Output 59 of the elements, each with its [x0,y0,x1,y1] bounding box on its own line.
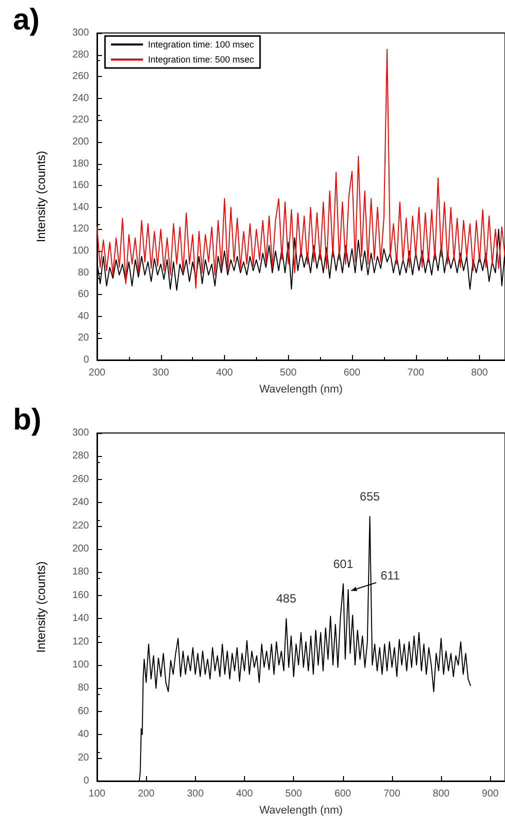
y-tick-label: 280 [72,49,90,60]
x-tick-label: 400 [216,368,234,378]
y-tick-label: 60 [78,706,90,717]
y-tick-label: 220 [72,114,90,126]
x-tick-label: 800 [471,368,488,378]
x-tick-label: 200 [138,788,155,800]
x-tick-label: 600 [344,368,361,378]
annotation: 611 [380,568,400,583]
y-tick-label: 100 [72,660,90,670]
legend-label: Integration time: 500 msec [148,54,255,64]
y-tick-label: 60 [78,289,90,300]
legend-label: Integration time: 100 msec [148,40,255,50]
y-tick-label: 0 [83,354,90,366]
x-tick-label: 400 [236,788,254,800]
y-tick-label: 140 [72,613,90,624]
annotation: 655 [360,490,380,504]
y-tick-label: 120 [72,224,90,235]
y-axis-title: Intensity (counts) [34,561,48,653]
y-tick-label: 200 [72,136,90,148]
y-tick-label: 220 [72,520,90,532]
y-tick-label: 20 [78,752,90,764]
y-tick-label: 160 [72,590,90,601]
y-tick-label: 20 [78,332,90,344]
x-tick-label: 700 [384,788,401,800]
y-tick-label: 120 [72,636,90,648]
x-axis-title: Wavelength (nm) [259,384,343,396]
x-axis-title: Wavelength (nm) [259,804,343,816]
x-tick-label: 300 [152,368,170,378]
y-tick-label: 260 [72,474,90,485]
x-tick-label: 600 [334,788,352,800]
y-tick-label: 160 [72,180,90,192]
annotation: 601 [333,556,354,571]
x-tick-label: 500 [285,788,302,800]
y-tick-label: 280 [72,450,90,462]
y-tick-label: 300 [72,28,90,38]
chart-title: a) [13,4,40,36]
y-tick-label: 0 [83,776,90,786]
y-tick-label: 140 [72,202,90,213]
line-series [96,48,505,289]
y-axis-title: Intensity (counts) [34,150,48,242]
y-tick-label: 100 [72,246,90,256]
y-tick-label: 80 [78,267,90,278]
y-tick-label: 200 [72,544,90,554]
y-tick-label: 80 [78,682,90,694]
y-tick-label: 180 [72,158,90,170]
x-tick-label: 500 [280,368,298,378]
x-tick-label: 700 [407,368,425,378]
y-tick-label: 40 [78,729,90,740]
chart-title: b) [13,404,42,436]
y-tick-label: 240 [72,497,90,508]
y-tick-label: 40 [78,310,90,322]
y-tick-label: 180 [72,566,90,578]
y-tick-label: 240 [72,92,90,104]
y-tick-label: 300 [72,428,90,438]
x-tick-label: 900 [482,788,500,800]
annotation: 485 [276,592,297,606]
y-tick-label: 260 [72,71,90,82]
x-tick-label: 300 [186,788,204,800]
x-tick-label: 800 [432,788,450,800]
